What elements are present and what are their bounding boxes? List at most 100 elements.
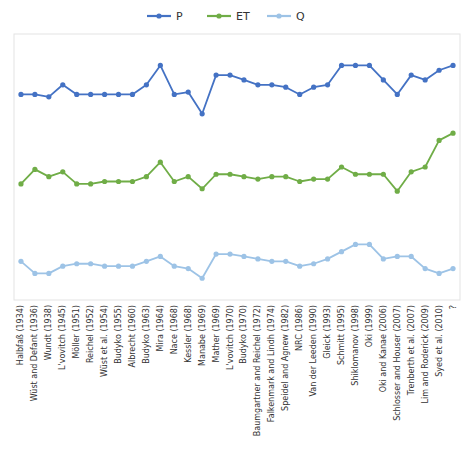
x-tick-label: Mira (1964) xyxy=(156,305,165,351)
point xyxy=(269,82,274,87)
legend-marker xyxy=(276,13,281,18)
series-line xyxy=(21,133,453,191)
point xyxy=(213,172,218,177)
point xyxy=(436,138,441,143)
point xyxy=(409,169,414,174)
point xyxy=(436,68,441,73)
point xyxy=(423,266,428,271)
x-tick-label: Shiklomanov (1998) xyxy=(351,305,360,386)
x-tick-label: Trenberth et al. (2007) xyxy=(407,305,416,396)
point xyxy=(269,259,274,264)
point xyxy=(130,179,135,184)
point xyxy=(227,172,232,177)
x-tick-label: Van der Leeden (1990) xyxy=(309,305,318,397)
point xyxy=(395,92,400,97)
point xyxy=(88,181,93,186)
point xyxy=(353,63,358,68)
point xyxy=(325,256,330,261)
point xyxy=(60,82,65,87)
point xyxy=(46,174,51,179)
x-tick-label: Schmitt (1995) xyxy=(337,305,346,365)
x-tick-label: Falkenmark and Lindh (1974) xyxy=(267,305,276,422)
point xyxy=(186,174,191,179)
legend-label: P xyxy=(176,10,183,23)
point xyxy=(102,92,107,97)
point xyxy=(325,82,330,87)
point xyxy=(88,92,93,97)
point xyxy=(172,92,177,97)
x-tick-label: Wüst and Defant (1936) xyxy=(30,305,39,401)
x-tick-label: L'vovitch (1970) xyxy=(226,305,235,370)
point xyxy=(144,82,149,87)
x-tick-label: Nace (1968) xyxy=(170,305,179,354)
point xyxy=(172,179,177,184)
point xyxy=(297,179,302,184)
point xyxy=(186,266,191,271)
legend-label: Q xyxy=(296,10,305,23)
point xyxy=(381,172,386,177)
point xyxy=(18,181,23,186)
x-tick-label: Oki and Kanae (2006) xyxy=(379,305,388,392)
point xyxy=(227,73,232,78)
point xyxy=(395,189,400,194)
x-tick-label: Kessler (1968) xyxy=(184,305,193,363)
x-tick-label: Budyko (1970) xyxy=(239,305,248,364)
point xyxy=(339,63,344,68)
x-tick-label: Halbfaß (1934) xyxy=(16,305,25,365)
x-tick-label: Wüst et al. (1954) xyxy=(100,305,109,377)
point xyxy=(158,254,163,259)
x-tick-label: Albrecht (1960) xyxy=(128,305,137,368)
series-line xyxy=(21,244,453,278)
series-line xyxy=(21,65,453,113)
point xyxy=(186,89,191,94)
point xyxy=(116,179,121,184)
point xyxy=(18,259,23,264)
point xyxy=(158,160,163,165)
point xyxy=(423,77,428,82)
x-tick-label: Budyko (1955) xyxy=(114,305,123,364)
point xyxy=(450,266,455,271)
x-tick-label: Reichel (1952) xyxy=(86,305,95,363)
point xyxy=(241,254,246,259)
x-tick-label: Lim and Roderick (2009) xyxy=(421,305,430,403)
legend-marker xyxy=(156,13,161,18)
point xyxy=(32,167,37,172)
point xyxy=(102,179,107,184)
point xyxy=(409,254,414,259)
point xyxy=(213,73,218,78)
x-tick-label: Möller (1951) xyxy=(72,305,81,359)
point xyxy=(381,77,386,82)
x-tick-label: Budyko (1963) xyxy=(142,305,151,364)
x-tick-label: Schlosser and Houser (2007) xyxy=(393,305,402,421)
point xyxy=(172,264,177,269)
point xyxy=(241,174,246,179)
x-tick-label: Speidel and Agnew (1982) xyxy=(281,305,290,411)
point xyxy=(367,172,372,177)
point xyxy=(311,176,316,181)
point xyxy=(32,271,37,276)
point xyxy=(46,94,51,99)
x-tick-label: Gleick (1993) xyxy=(323,305,332,359)
point xyxy=(423,164,428,169)
x-tick-label: Wundt (1938) xyxy=(44,305,53,360)
point xyxy=(158,63,163,68)
point xyxy=(436,271,441,276)
point xyxy=(325,176,330,181)
legend: PETQ xyxy=(147,10,305,23)
point xyxy=(200,186,205,191)
point xyxy=(395,254,400,259)
point xyxy=(297,92,302,97)
point xyxy=(367,242,372,247)
point xyxy=(46,271,51,276)
point xyxy=(283,174,288,179)
point xyxy=(339,249,344,254)
point xyxy=(88,261,93,266)
point xyxy=(311,261,316,266)
point xyxy=(381,256,386,261)
point xyxy=(283,259,288,264)
point xyxy=(60,169,65,174)
point xyxy=(367,63,372,68)
point xyxy=(339,164,344,169)
point xyxy=(18,92,23,97)
point xyxy=(255,256,260,261)
